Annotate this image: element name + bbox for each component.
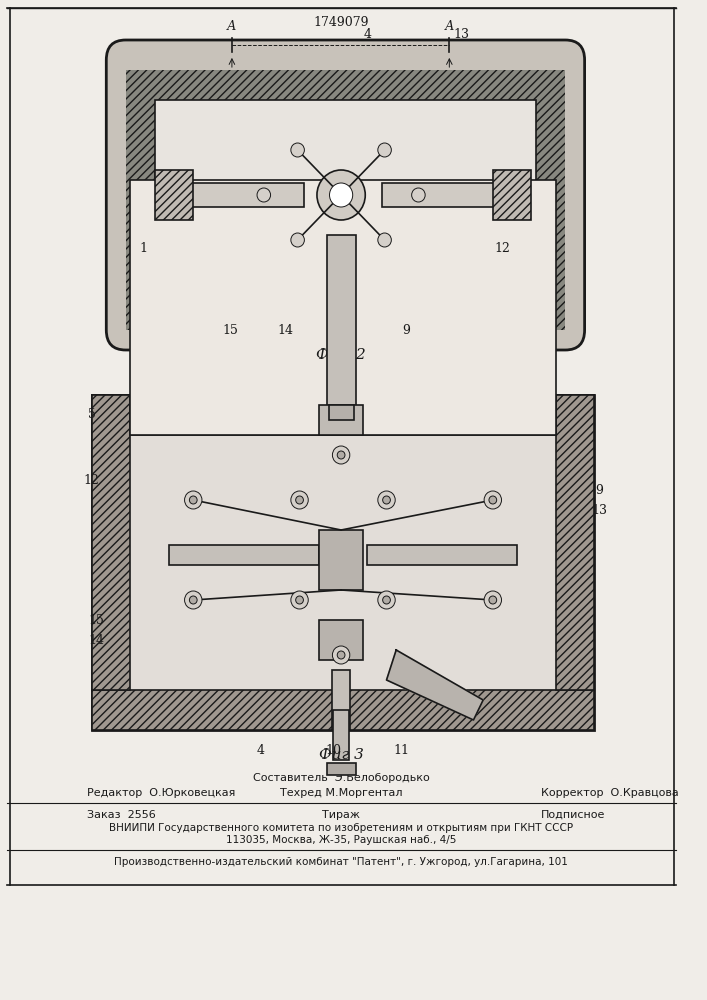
Text: 10: 10: [325, 324, 341, 336]
Bar: [327, 763, 356, 775]
Text: 113035, Москва, Ж-35, Раушская наб., 4/5: 113035, Москва, Ж-35, Раушская наб., 4/5: [226, 835, 456, 845]
Bar: [126, 100, 155, 300]
Text: 9: 9: [595, 484, 603, 496]
Bar: [319, 530, 363, 590]
Circle shape: [291, 233, 305, 247]
Text: 5: 5: [88, 408, 95, 422]
Bar: [332, 670, 350, 730]
FancyBboxPatch shape: [106, 40, 585, 350]
Bar: [537, 100, 566, 300]
Bar: [92, 395, 595, 435]
Text: 13: 13: [454, 28, 470, 41]
Circle shape: [189, 496, 197, 504]
Text: А: А: [227, 20, 237, 33]
Circle shape: [329, 183, 353, 207]
Text: 14: 14: [88, 634, 105, 647]
Circle shape: [291, 491, 308, 509]
Text: Тираж: Тираж: [322, 810, 360, 820]
Bar: [367, 545, 517, 565]
Text: 12: 12: [84, 474, 100, 487]
Bar: [155, 170, 193, 220]
Bar: [329, 405, 354, 420]
Text: 15: 15: [88, 613, 105, 626]
Circle shape: [484, 591, 501, 609]
Text: 4: 4: [257, 744, 265, 756]
Text: 10: 10: [325, 744, 341, 756]
Circle shape: [291, 591, 308, 609]
Circle shape: [189, 596, 197, 604]
Bar: [327, 235, 356, 435]
Circle shape: [332, 646, 350, 664]
Text: Фиг. 2: Фиг. 2: [316, 348, 366, 362]
Circle shape: [378, 491, 395, 509]
Text: 4: 4: [363, 28, 371, 41]
Text: Заказ  2556: Заказ 2556: [87, 810, 156, 820]
Bar: [556, 395, 595, 690]
Bar: [319, 620, 363, 660]
Bar: [169, 545, 319, 565]
Circle shape: [317, 170, 366, 220]
Bar: [131, 180, 556, 435]
Circle shape: [296, 496, 303, 504]
Bar: [126, 300, 566, 330]
Bar: [382, 183, 522, 207]
Circle shape: [382, 496, 390, 504]
Circle shape: [382, 596, 390, 604]
Circle shape: [489, 496, 497, 504]
Text: Фиг 3: Фиг 3: [319, 748, 363, 762]
Circle shape: [185, 591, 202, 609]
Bar: [155, 100, 537, 300]
Bar: [92, 395, 131, 690]
Circle shape: [291, 143, 305, 157]
Circle shape: [296, 596, 303, 604]
Text: 11: 11: [393, 744, 409, 756]
Bar: [126, 70, 566, 100]
Circle shape: [337, 451, 345, 459]
Circle shape: [411, 188, 425, 202]
Text: Техред М.Моргентал: Техред М.Моргентал: [280, 788, 402, 798]
Text: 13: 13: [591, 504, 607, 516]
Text: 1: 1: [139, 241, 147, 254]
Text: 15: 15: [222, 324, 238, 336]
Text: Редактор  О.Юрковецкая: Редактор О.Юрковецкая: [87, 788, 235, 798]
Bar: [164, 183, 305, 207]
Circle shape: [484, 491, 501, 509]
Text: ВНИИПИ Государственного комитета по изобретениям и открытиям при ГКНТ СССР: ВНИИПИ Государственного комитета по изоб…: [109, 823, 573, 833]
Circle shape: [378, 591, 395, 609]
Text: 14: 14: [277, 324, 293, 336]
Bar: [493, 170, 532, 220]
Bar: [319, 405, 363, 435]
Text: 9: 9: [402, 324, 410, 336]
Circle shape: [489, 596, 497, 604]
Text: Составитель  Э.Белобородько: Составитель Э.Белобородько: [252, 773, 429, 783]
Bar: [92, 690, 595, 730]
Circle shape: [378, 143, 392, 157]
Text: А: А: [445, 20, 454, 33]
Text: Корректор  О.Кравцова: Корректор О.Кравцова: [541, 788, 679, 798]
Text: Подписное: Подписное: [541, 810, 605, 820]
Circle shape: [185, 491, 202, 509]
Text: Производственно-издательский комбинат "Патент", г. Ужгород, ул.Гагарина, 101: Производственно-издательский комбинат "П…: [114, 857, 568, 867]
Text: 12: 12: [494, 241, 510, 254]
Polygon shape: [387, 650, 483, 720]
Circle shape: [337, 651, 345, 659]
Circle shape: [332, 446, 350, 464]
Circle shape: [257, 188, 271, 202]
Circle shape: [378, 233, 392, 247]
Text: 1749079: 1749079: [313, 15, 369, 28]
Bar: [334, 710, 349, 760]
Bar: [92, 395, 595, 730]
